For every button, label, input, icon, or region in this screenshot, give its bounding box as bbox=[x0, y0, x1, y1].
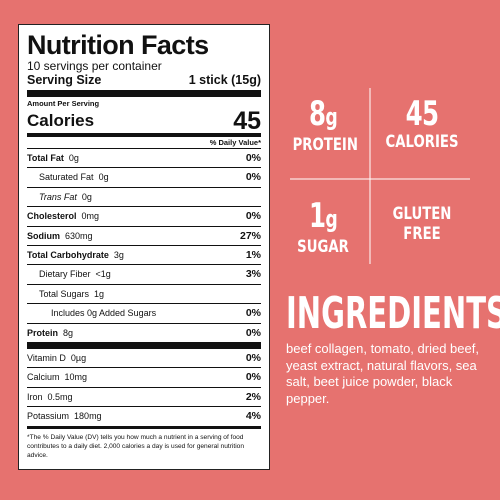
serving-size-label: Serving Size bbox=[27, 73, 102, 87]
gluten-free-stat: GLUTEN FREE bbox=[372, 204, 472, 244]
sugar-unit: g bbox=[325, 205, 337, 233]
calories-stat: 45 CALORIES bbox=[372, 96, 472, 152]
grid-divider-vertical bbox=[369, 88, 371, 264]
nutrient-row-added-sugars: Includes 0g Added Sugars 0% bbox=[27, 304, 261, 324]
sugar-value: 1 bbox=[309, 196, 326, 236]
serving-size-value: 1 stick (15g) bbox=[188, 73, 261, 87]
nutrient-dv: 2% bbox=[245, 390, 261, 403]
nutrient-amount: 10mg bbox=[64, 372, 88, 383]
nutrient-amount: 8g bbox=[63, 327, 74, 338]
nutrient-row-sodium: Sodium 630mg 27% bbox=[27, 227, 261, 247]
nutrient-dv: 27% bbox=[239, 229, 261, 242]
servings-per-container: 10 servings per container bbox=[27, 59, 162, 73]
nutrient-name: Saturated Fat bbox=[39, 172, 94, 183]
protein-stat: 8g PROTEIN bbox=[284, 96, 362, 155]
gluten-free-line2: FREE bbox=[403, 224, 441, 244]
nutrient-name: Includes 0g Added Sugars bbox=[51, 308, 157, 319]
nutrient-name: Iron bbox=[27, 391, 43, 402]
nutrient-name: Sodium bbox=[27, 230, 60, 241]
calories-row: Calories 45 bbox=[27, 109, 261, 137]
sugar-stat: 1g SUGAR bbox=[284, 198, 362, 257]
nutrient-dv: 3% bbox=[245, 268, 261, 281]
nutrient-amount: 0mg bbox=[81, 211, 100, 222]
nutrient-dv: 0% bbox=[245, 152, 261, 164]
daily-value-footnote: *The % Daily Value (DV) tells you how mu… bbox=[27, 425, 261, 460]
nutrient-amount: 3g bbox=[113, 250, 124, 261]
nutrient-amount: 630mg bbox=[65, 230, 93, 241]
nutrient-name: Total Sugars bbox=[39, 288, 90, 299]
serving-size-row: Serving Size 1 stick (15g) bbox=[27, 73, 261, 97]
nutrient-row-calcium: Calcium 10mg 0% bbox=[27, 368, 261, 388]
nutrient-amount: 0.5mg bbox=[47, 391, 73, 402]
nutrient-dv: 0% bbox=[245, 171, 261, 184]
nutrient-row-total-sugars: Total Sugars 1g bbox=[27, 285, 261, 305]
nutrient-name: Dietary Fiber bbox=[39, 269, 91, 280]
calories-highlight-label: CALORIES bbox=[385, 132, 459, 152]
calories-highlight-value: 45 bbox=[405, 94, 439, 134]
nutrient-row-trans-fat: Trans Fat 0g bbox=[27, 188, 261, 208]
protein-label: PROTEIN bbox=[292, 135, 358, 155]
nutrient-name: Calcium bbox=[27, 372, 60, 383]
sugar-label: SUGAR bbox=[297, 237, 349, 257]
nutrient-amount: 1g bbox=[94, 288, 105, 299]
nutrient-dv: 0% bbox=[245, 307, 261, 320]
nutrition-facts-title: Nutrition Facts bbox=[27, 30, 209, 60]
nutrient-row-vitamin-d: Vitamin D 0µg 0% bbox=[27, 349, 261, 369]
ingredients-text: beef collagen, tomato, dried beef, yeast… bbox=[286, 341, 479, 406]
nutrient-dv: 1% bbox=[245, 249, 261, 262]
nutrient-name: Total Carbohydrate bbox=[27, 250, 109, 261]
nutrient-name: Cholesterol bbox=[27, 211, 77, 222]
nutrient-row-protein: Protein 8g 0% bbox=[27, 324, 261, 350]
nutrition-facts-panel: Nutrition Facts 10 servings per containe… bbox=[18, 24, 270, 470]
calories-label: Calories bbox=[27, 111, 95, 130]
nutrient-name: Potassium bbox=[27, 411, 70, 422]
protein-unit: g bbox=[325, 103, 337, 131]
daily-value-header: % Daily Value* bbox=[27, 137, 261, 149]
gluten-free-line1: GLUTEN bbox=[392, 204, 452, 224]
nutrient-row-potassium: Potassium 180mg 4% bbox=[27, 407, 261, 425]
nutrient-row-saturated-fat: Saturated Fat 0g 0% bbox=[27, 168, 261, 188]
nutrient-amount: <1g bbox=[95, 269, 111, 280]
nutrient-name: Total Fat bbox=[27, 153, 64, 163]
nutrient-row-total-fat: Total Fat 0g 0% bbox=[27, 149, 261, 169]
nutrient-dv: 0% bbox=[245, 326, 261, 339]
ingredients-title: INGREDIENTS bbox=[286, 288, 500, 339]
nutrient-row-cholesterol: Cholesterol 0mg 0% bbox=[27, 207, 261, 227]
amount-per-serving: Amount Per Serving bbox=[27, 99, 100, 108]
nutrient-amount: 180mg bbox=[74, 411, 102, 422]
nutrient-row-iron: Iron 0.5mg 2% bbox=[27, 388, 261, 408]
nutrient-amount: 0g bbox=[68, 153, 79, 163]
nutrient-row-dietary-fiber: Dietary Fiber <1g 3% bbox=[27, 265, 261, 285]
nutrient-name: Trans Fat bbox=[39, 191, 77, 202]
nutrient-dv: 4% bbox=[245, 410, 261, 423]
nutrient-amount: 0µg bbox=[70, 353, 87, 364]
nutrient-dv: 0% bbox=[245, 371, 261, 384]
nutrient-row-total-carbohydrate: Total Carbohydrate 3g 1% bbox=[27, 246, 261, 266]
nutrient-dv: 0% bbox=[245, 210, 261, 223]
nutrient-name: Vitamin D bbox=[27, 353, 66, 364]
nutrient-name: Protein bbox=[27, 327, 59, 338]
protein-value: 8 bbox=[309, 94, 326, 134]
grid-divider-horizontal bbox=[290, 178, 470, 180]
calories-value: 45 bbox=[233, 107, 261, 135]
nutrient-amount: 0g bbox=[98, 172, 109, 183]
nutrient-amount: 0g bbox=[81, 191, 92, 202]
nutrient-dv: 0% bbox=[245, 352, 261, 365]
